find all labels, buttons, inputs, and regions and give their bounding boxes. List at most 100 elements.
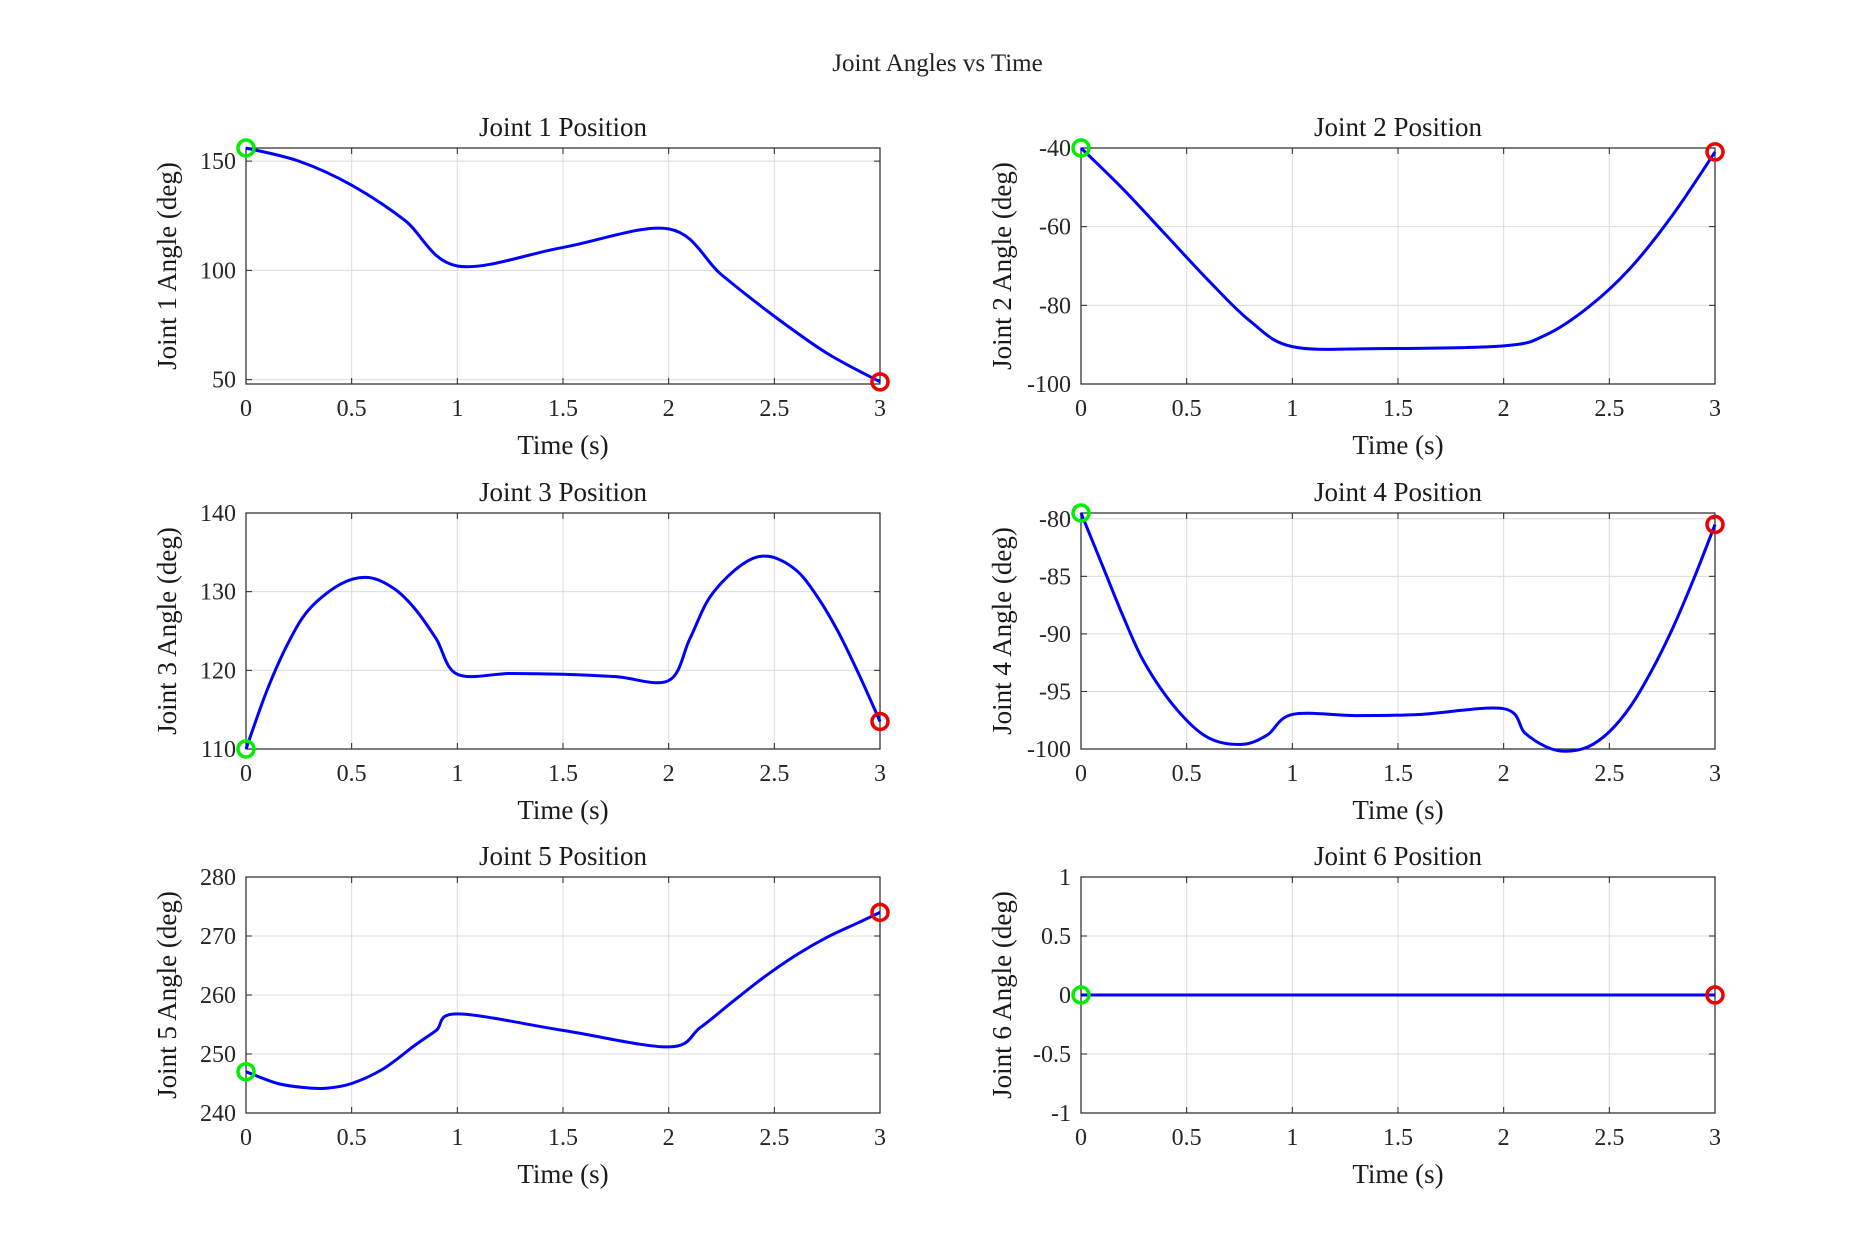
y-tick-label: -95 <box>1039 679 1071 705</box>
x-tick-label: 1 <box>451 1125 463 1151</box>
x-tick-label: 0 <box>1075 1125 1087 1151</box>
y-tick-label: 1 <box>1059 865 1071 891</box>
end-marker <box>870 902 890 923</box>
y-tick-label: -100 <box>1027 372 1071 398</box>
x-tick-label: 0 <box>1075 396 1087 422</box>
x-axis-label: Time (s) <box>1352 795 1443 825</box>
subplot-title: Joint 5 Position <box>479 841 648 871</box>
x-tick-label: 0 <box>240 761 252 787</box>
subplot-title: Joint 3 Position <box>479 477 648 507</box>
x-tick-label: 1.5 <box>1383 396 1413 422</box>
y-tick-label: 0.5 <box>1041 924 1071 950</box>
x-tick-label: 1 <box>451 761 463 787</box>
x-tick-label: 3 <box>1709 396 1721 422</box>
y-tick-label: -85 <box>1039 564 1071 590</box>
x-tick-label: 2 <box>663 761 675 787</box>
x-tick-label: 1.5 <box>548 396 578 422</box>
x-tick-label: 1 <box>1286 1125 1298 1151</box>
x-tick-label: 2.5 <box>759 396 789 422</box>
x-tick-label: 2 <box>1498 1125 1510 1151</box>
y-axis-label: Joint 4 Angle (deg) <box>987 527 1017 735</box>
subplot-title: Joint 4 Position <box>1314 477 1483 507</box>
x-tick-label: 2.5 <box>759 761 789 787</box>
end-marker <box>870 372 890 392</box>
x-tick-label: 1 <box>1286 761 1298 787</box>
start-marker <box>1071 503 1091 523</box>
y-tick-label: -80 <box>1039 293 1071 319</box>
x-axis-label: Time (s) <box>517 795 608 825</box>
x-tick-label: 0 <box>1075 761 1087 787</box>
subplot-joint-6: 0 0.5 1 1.5 2 2.5 3 -1 -0.5 0 0.5 1 Joint 6 Position… <box>987 841 1725 1189</box>
y-tick-label: 130 <box>200 580 236 606</box>
x-axis-label: Time (s) <box>1352 1159 1443 1189</box>
y-tick-label: -0.5 <box>1033 1042 1071 1068</box>
joint-angle-line <box>244 554 882 750</box>
y-axis-label: Joint 2 Angle (deg) <box>987 162 1017 370</box>
x-axis-label: Time (s) <box>517 430 608 460</box>
subplot-joint-5: 0 0.5 1 1.5 2 2.5 3 240 250 260 270 280 Joint 5 Posi… <box>152 841 890 1189</box>
x-tick-label: 0.5 <box>337 396 367 422</box>
x-tick-label: 3 <box>874 396 886 422</box>
x-tick-label: 2.5 <box>1594 396 1624 422</box>
subplot-title: Joint 6 Position <box>1314 841 1483 871</box>
y-tick-label: 150 <box>200 149 236 175</box>
x-tick-label: 3 <box>1709 761 1721 787</box>
y-axis-label: Joint 1 Angle (deg) <box>152 162 182 370</box>
x-tick-label: 2.5 <box>759 1125 789 1151</box>
start-marker <box>1071 985 1091 1005</box>
y-tick-label: 270 <box>200 924 236 950</box>
y-tick-label: 100 <box>200 258 236 284</box>
joint-angle-line <box>1079 512 1717 753</box>
y-tick-label: 240 <box>200 1101 236 1127</box>
y-tick-label: -40 <box>1039 136 1071 162</box>
y-tick-label: 120 <box>200 658 236 684</box>
y-tick-label: 0 <box>1059 983 1071 1009</box>
x-tick-label: 2.5 <box>1594 1125 1624 1151</box>
x-tick-label: 2 <box>663 396 675 422</box>
x-tick-label: 1.5 <box>548 1125 578 1151</box>
y-tick-label: 250 <box>200 1042 236 1068</box>
x-tick-label: 1.5 <box>548 761 578 787</box>
x-tick-label: 3 <box>874 761 886 787</box>
x-tick-label: 0 <box>240 396 252 422</box>
x-tick-label: 0.5 <box>1172 761 1202 787</box>
y-tick-label: -1 <box>1051 1101 1071 1127</box>
y-tick-label: 110 <box>201 737 236 763</box>
start-marker <box>1071 138 1091 158</box>
x-tick-label: 0.5 <box>1172 1125 1202 1151</box>
x-tick-label: 2.5 <box>1594 761 1624 787</box>
x-tick-label: 0.5 <box>337 761 367 787</box>
y-tick-label: -60 <box>1039 215 1071 241</box>
x-tick-label: 0.5 <box>1172 396 1202 422</box>
y-tick-label: -90 <box>1039 622 1071 648</box>
joint-angle-line <box>245 146 881 384</box>
y-tick-label: 280 <box>200 865 236 891</box>
x-tick-label: 1 <box>1286 396 1298 422</box>
y-tick-label: 50 <box>212 368 236 394</box>
subplot-joint-3: 0 0.5 1 1.5 2 2.5 3 110 120 130 140 Joint 3 Positio… <box>152 477 890 825</box>
end-marker <box>1705 142 1725 162</box>
x-axis-label: Time (s) <box>517 1159 608 1189</box>
start-marker <box>236 1061 256 1082</box>
y-tick-label: -80 <box>1039 507 1071 533</box>
x-tick-label: 2 <box>1498 396 1510 422</box>
end-marker <box>870 711 890 732</box>
start-marker <box>236 739 256 759</box>
end-marker <box>1705 985 1725 1005</box>
x-tick-label: 1.5 <box>1383 761 1413 787</box>
x-axis-label: Time (s) <box>1352 430 1443 460</box>
y-axis-label: Joint 5 Angle (deg) <box>152 891 182 1099</box>
x-tick-label: 1 <box>451 396 463 422</box>
subplot-joint-2: 0 0.5 1 1.5 2 2.5 3 -100 -80 -60 -40 Joint 2 Positi… <box>987 112 1725 460</box>
x-tick-label: 3 <box>874 1125 886 1151</box>
y-axis-label: Joint 3 Angle (deg) <box>152 527 182 735</box>
figure-title: Joint Angles vs Time <box>832 50 1043 77</box>
y-tick-label: 140 <box>200 501 236 527</box>
y-tick-label: 260 <box>200 983 236 1009</box>
joint-angle-line <box>1079 146 1717 351</box>
x-tick-label: 1.5 <box>1383 1125 1413 1151</box>
subplot-title: Joint 1 Position <box>479 112 648 142</box>
subplot-title: Joint 2 Position <box>1314 112 1483 142</box>
x-tick-label: 0 <box>240 1125 252 1151</box>
